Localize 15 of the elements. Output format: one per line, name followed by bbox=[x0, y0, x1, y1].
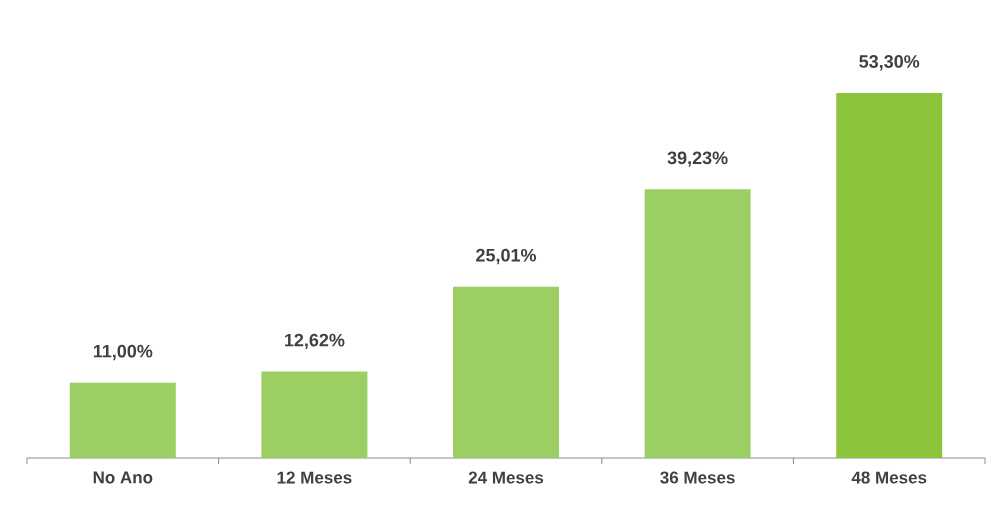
data-label: 12,62% bbox=[285, 333, 345, 350]
x-tick-label: No Ano bbox=[93, 471, 153, 484]
bar bbox=[261, 371, 368, 458]
bar bbox=[453, 286, 559, 458]
data-label: 53,30% bbox=[859, 55, 920, 71]
bar bbox=[836, 92, 943, 458]
data-label: 11,00% bbox=[93, 344, 153, 361]
x-tick-label: 24 Meses bbox=[468, 471, 544, 484]
data-label: 39,23% bbox=[667, 151, 728, 167]
bar bbox=[644, 189, 751, 458]
x-tick-label: 12 Meses bbox=[277, 471, 352, 484]
x-tick-label: 48 Meses bbox=[851, 471, 927, 484]
bar bbox=[69, 382, 176, 458]
data-label: 25,01% bbox=[476, 248, 537, 265]
x-tick-label: 36 Meses bbox=[660, 471, 735, 484]
